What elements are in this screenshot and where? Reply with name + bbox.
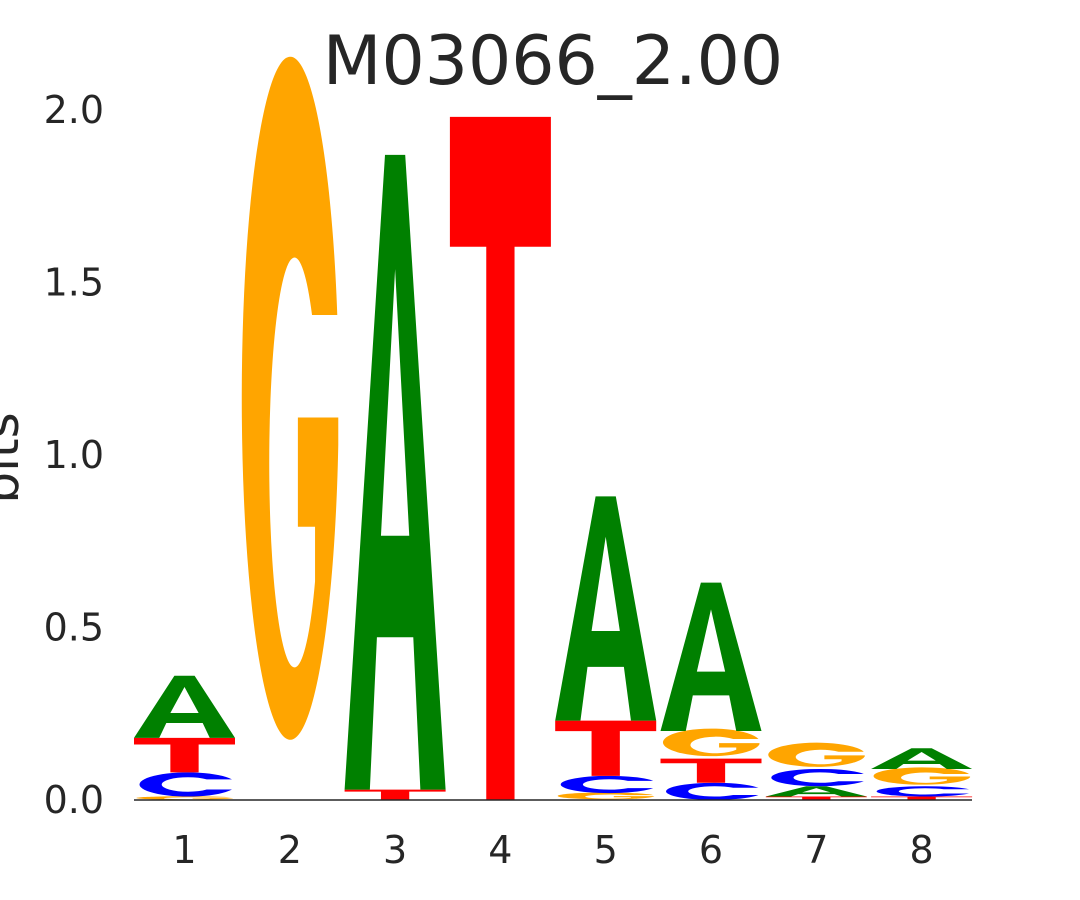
letter-T — [765, 796, 867, 800]
y-tick-label: 0.0 — [44, 778, 104, 822]
letter-G — [136, 796, 233, 800]
x-tick-label: 7 — [804, 828, 828, 872]
x-tick-label: 8 — [910, 828, 934, 872]
y-tick-label: 2.0 — [44, 88, 104, 132]
y-tick-label: 0.5 — [44, 606, 104, 650]
chart-title: M03066_2.00 — [323, 22, 783, 101]
x-axis-ticks: 1 2 3 4 5 6 7 8 — [172, 828, 933, 872]
letter-A — [134, 675, 235, 738]
letter-T — [660, 758, 762, 783]
letter-C — [665, 782, 759, 800]
letter-T — [449, 116, 551, 800]
letter-T — [134, 737, 235, 773]
letter-G — [241, 56, 339, 740]
letter-G — [768, 742, 865, 767]
letter-T — [871, 796, 973, 800]
letter-T — [555, 720, 657, 776]
letter-stack — [765, 742, 867, 800]
letter-C — [876, 786, 970, 797]
letter-stack — [134, 675, 235, 800]
letter-A — [555, 496, 657, 721]
x-tick-label: 2 — [278, 828, 302, 872]
y-tick-label: 1.0 — [44, 433, 104, 477]
letter-stack — [449, 116, 551, 800]
letter-A — [871, 748, 973, 769]
letter-stack — [344, 154, 446, 800]
letter-A — [765, 786, 867, 797]
letter-A — [344, 154, 446, 790]
y-tick-label: 1.5 — [44, 261, 104, 305]
letter-C — [771, 768, 864, 787]
x-tick-label: 3 — [383, 828, 407, 872]
x-tick-label: 6 — [699, 828, 723, 872]
letter-G — [557, 792, 655, 800]
y-axis-label: bits — [0, 412, 30, 503]
letter-C — [139, 772, 232, 797]
letter-G — [873, 767, 971, 785]
letter-stack — [660, 582, 762, 800]
x-tick-label: 5 — [594, 828, 618, 872]
letter-stack — [871, 748, 973, 800]
x-tick-label: 1 — [172, 828, 196, 872]
x-tick-label: 4 — [488, 828, 512, 872]
letter-stack — [555, 496, 657, 800]
y-axis-ticks: 0.0 0.5 1.0 1.5 2.0 — [44, 88, 104, 822]
letter-stack — [241, 56, 339, 740]
letter-C — [560, 775, 654, 794]
letter-stacks — [134, 56, 973, 800]
letter-A — [660, 582, 762, 731]
letter-G — [662, 728, 760, 757]
letter-T — [344, 789, 446, 800]
